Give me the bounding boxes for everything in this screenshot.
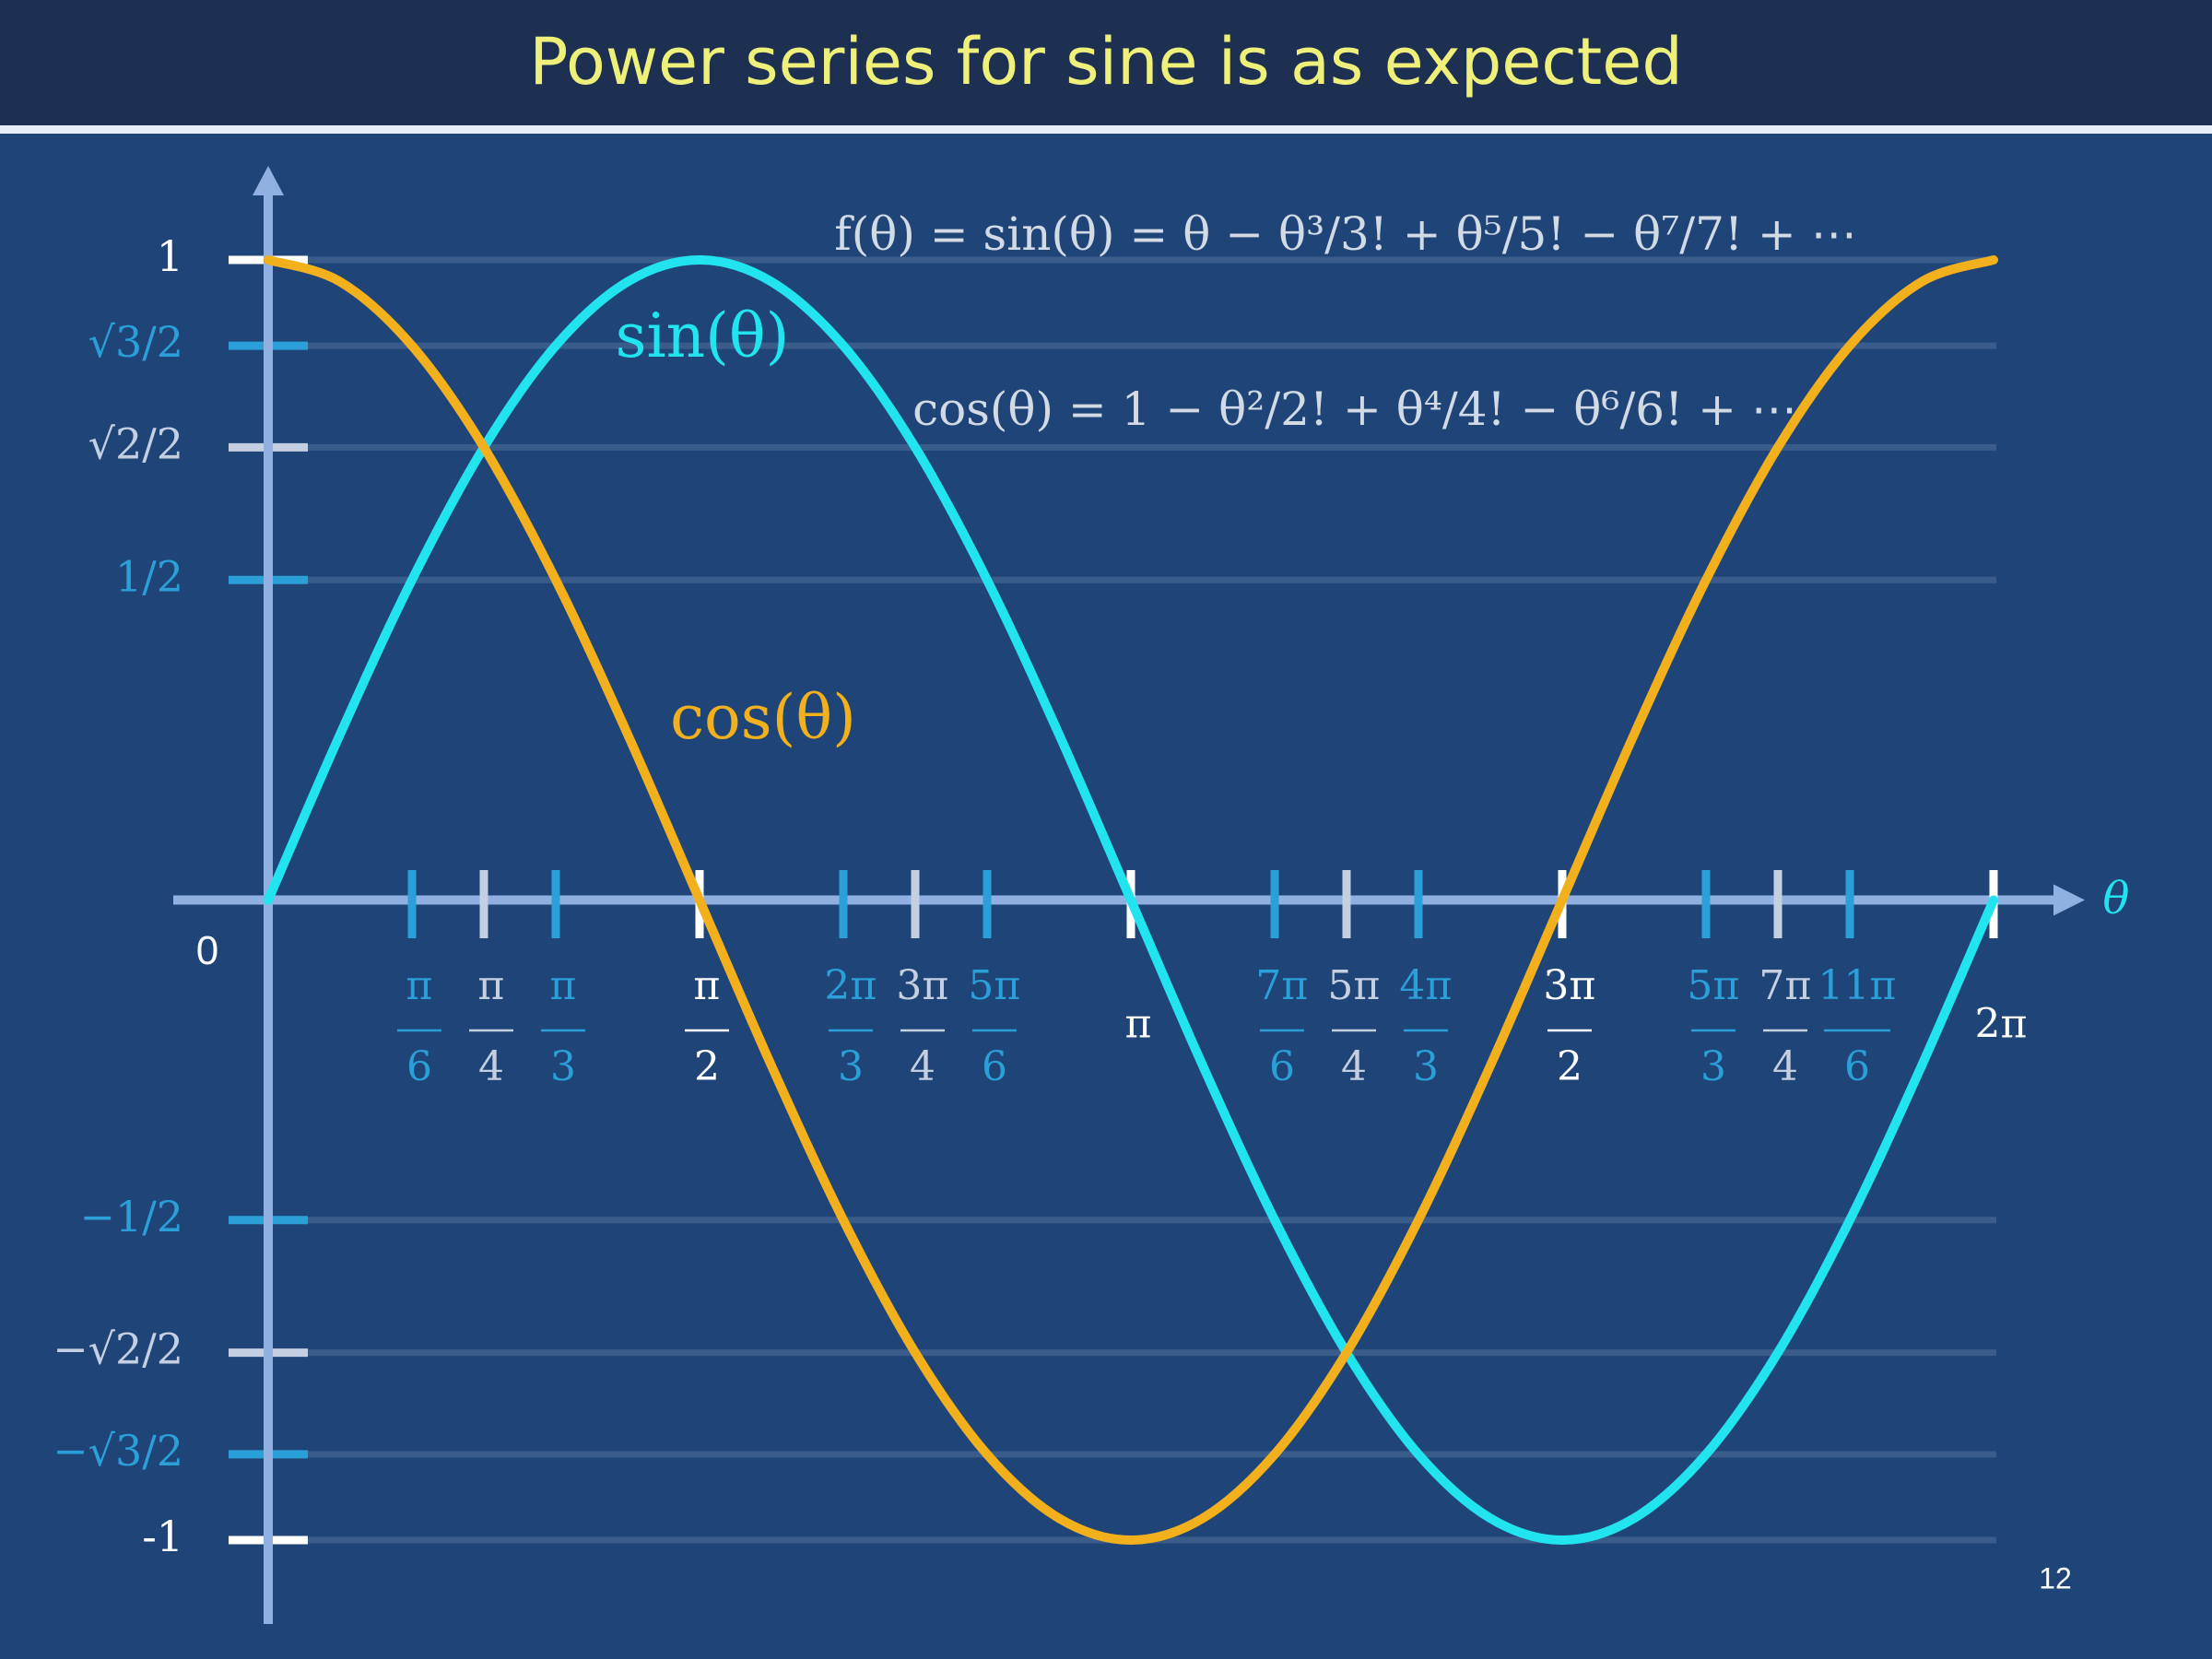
formula: cos(θ) = 1 − θ²/2! + θ⁴/4! − θ⁶/6! + ⋯ (912, 382, 1797, 436)
x-tick-label: 7π/4 (1759, 962, 1812, 1090)
y-tick-label: 0 (196, 928, 218, 973)
plot: 1 √3/2 √2/2 1/2 0 −1/2 −√2/2 −√3/2 -1 θ π/6 π/4 π/3 π… (53, 166, 2130, 1624)
x-tick-label: 7π/6 (1255, 962, 1309, 1090)
x-tick-label: 4π/3 (1399, 962, 1453, 1090)
y-axis-arrow (253, 166, 284, 195)
x-axis-arrow (2053, 884, 2085, 916)
x-tick-label: π/4 (477, 962, 505, 1090)
page-number: 12 (2039, 1561, 2072, 1594)
header-bar (0, 0, 2212, 125)
y-tick-label: −1/2 (79, 1192, 183, 1241)
x-tick-label: 3π/4 (896, 962, 949, 1090)
line-series (264, 255, 1998, 1545)
x-tick-label: 2π (1975, 1001, 2028, 1048)
formula: f(θ) = sin(θ) = θ − θ³/3! + θ⁵/5! − θ⁷/7… (834, 207, 1856, 261)
y-tick-label: 1/2 (115, 551, 183, 601)
series-label: cos(θ) (670, 682, 856, 753)
y-tick-label: −√2/2 (53, 1324, 183, 1374)
x-tick-label: π/6 (406, 962, 433, 1090)
x-tick-label: 5π/3 (1687, 962, 1740, 1090)
x-tick-label: 3π/2 (1543, 962, 1596, 1090)
line-series (264, 255, 1998, 1545)
x-tick-label: 5π/6 (968, 962, 1021, 1090)
x-axis-label: θ (2103, 873, 2130, 924)
x-tick-label: 11π/6 (1818, 962, 1897, 1090)
x-tick-label: 5π/4 (1327, 962, 1381, 1090)
y-tick-label: −√3/2 (53, 1426, 183, 1476)
series-label: sin(θ) (616, 300, 790, 371)
y-tick-label: √2/2 (88, 418, 183, 468)
slide-title: Power series for sine is as expected (529, 24, 1683, 100)
x-tick-label: π/3 (549, 962, 577, 1090)
x-tick-label: 2π/3 (824, 962, 877, 1090)
x-tick-label: π (1125, 1001, 1152, 1048)
header-rule (0, 125, 2212, 134)
x-tick-label: π/2 (693, 962, 721, 1090)
y-tick-label: √3/2 (88, 317, 183, 367)
y-tick-label: 1 (157, 231, 183, 281)
y-tick-label: -1 (142, 1512, 183, 1561)
